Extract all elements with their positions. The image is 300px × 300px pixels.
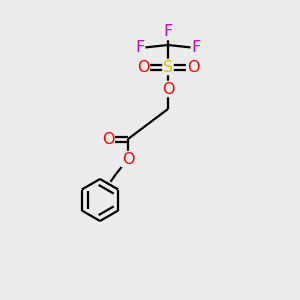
- Text: O: O: [137, 59, 149, 74]
- Text: F: F: [191, 40, 201, 56]
- Text: O: O: [187, 59, 199, 74]
- Text: F: F: [164, 25, 172, 40]
- Text: S: S: [163, 59, 173, 74]
- Text: F: F: [135, 40, 145, 56]
- Text: O: O: [102, 131, 114, 146]
- Text: O: O: [122, 152, 134, 166]
- Text: O: O: [162, 82, 174, 97]
